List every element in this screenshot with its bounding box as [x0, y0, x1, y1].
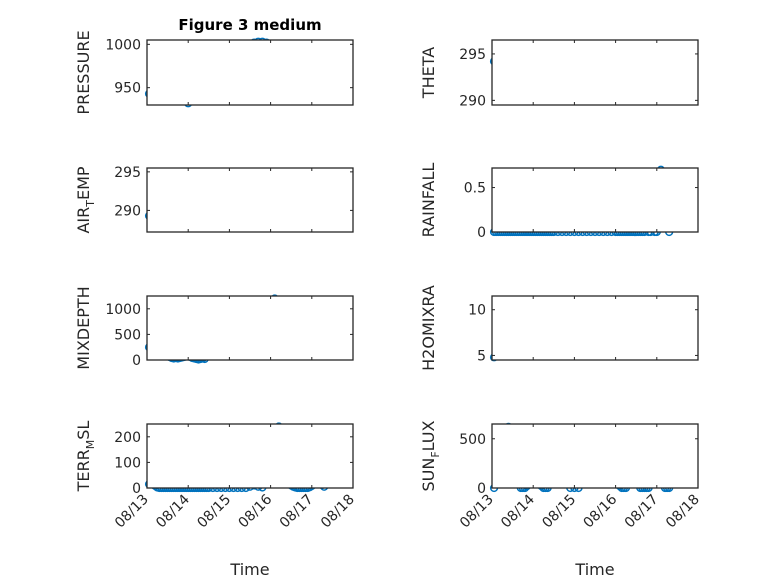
y-tick-label: 290 — [114, 203, 141, 219]
x-tick-label: 08/16 — [581, 491, 621, 531]
x-tick-label: 08/14 — [498, 491, 538, 531]
axes-box — [491, 423, 699, 489]
y-axis-label: TERRMSL — [74, 421, 97, 493]
x-tick-label: 08/17 — [277, 492, 317, 532]
panel-top-left: 950 1000 PRESSURE — [74, 30, 354, 115]
x-tick-label: 08/16 — [236, 491, 276, 531]
x-tick-label: 08/13 — [112, 492, 152, 532]
axes-box — [146, 167, 354, 233]
x-tick-label: 08/17 — [622, 492, 662, 532]
axes-box — [146, 39, 354, 106]
axes-box — [491, 295, 699, 361]
panel-bottom-left: 0 100 200 08/13 08/14 08/15 08/16 08/17 08/18 Tim… — [74, 421, 358, 579]
figure-title-text: Figure 3 medium — [178, 16, 321, 34]
y-tick-label: 1000 — [105, 37, 141, 53]
y-tick-label: 295 — [459, 47, 486, 63]
y-tick-label: 1000 — [105, 302, 141, 318]
y-tick-label: 500 — [459, 432, 486, 448]
y-axis-label: RAINFALL — [419, 163, 438, 238]
panel-second-right: 0 0.5 RAINFALL — [419, 163, 699, 241]
y-tick-label: 10 — [468, 303, 486, 319]
y-axis-label: THETA — [419, 47, 438, 99]
x-axis-label: Time — [229, 560, 269, 579]
y-axis-label: AIRTEMP — [74, 166, 97, 233]
x-tick-label: 08/18 — [318, 492, 358, 532]
y-tick-label: 5 — [477, 348, 486, 364]
panel-second-left: 290 295 AIRTEMP — [74, 165, 354, 234]
y-tick-label: 295 — [114, 165, 141, 181]
y-axis-label: H2OMIXRA — [419, 285, 438, 371]
y-tick-label: 0 — [132, 353, 141, 369]
x-tick-label: 08/14 — [153, 491, 193, 531]
y-tick-label: 290 — [459, 93, 486, 109]
y-tick-label: 0 — [132, 481, 141, 497]
axes-box — [146, 423, 354, 489]
y-tick-label: 100 — [114, 455, 141, 471]
panel-third-left: 0 500 1000 MIXDEPTH — [74, 286, 354, 370]
y-axis-label: SUNFLUX — [419, 420, 442, 491]
y-axis-label: PRESSURE — [74, 30, 93, 114]
panel-top-right: 290 295 THETA — [419, 39, 699, 109]
y-tick-label: 950 — [114, 81, 141, 97]
x-tick-label: 08/13 — [457, 492, 497, 532]
y-tick-label: 200 — [114, 430, 141, 446]
x-tick-label: 08/15 — [539, 492, 579, 532]
panel-third-right: 5 10 H2OMIXRA — [419, 285, 699, 371]
y-tick-label: 0.5 — [464, 181, 486, 197]
y-tick-label: 0 — [477, 481, 486, 497]
y-tick-label: 0 — [477, 225, 486, 241]
panel-bottom-right: 0 500 08/13 08/14 08/15 08/16 08/17 08/18 Time SU… — [419, 420, 703, 579]
axes-box — [491, 167, 699, 233]
x-axis-label: Time — [574, 560, 614, 579]
x-tick-label: 08/18 — [663, 492, 703, 532]
axes-box — [146, 295, 354, 361]
axes-box — [491, 39, 699, 106]
y-axis-label: MIXDEPTH — [74, 286, 93, 369]
y-tick-label: 500 — [114, 327, 141, 343]
x-tick-label: 08/15 — [194, 492, 234, 532]
